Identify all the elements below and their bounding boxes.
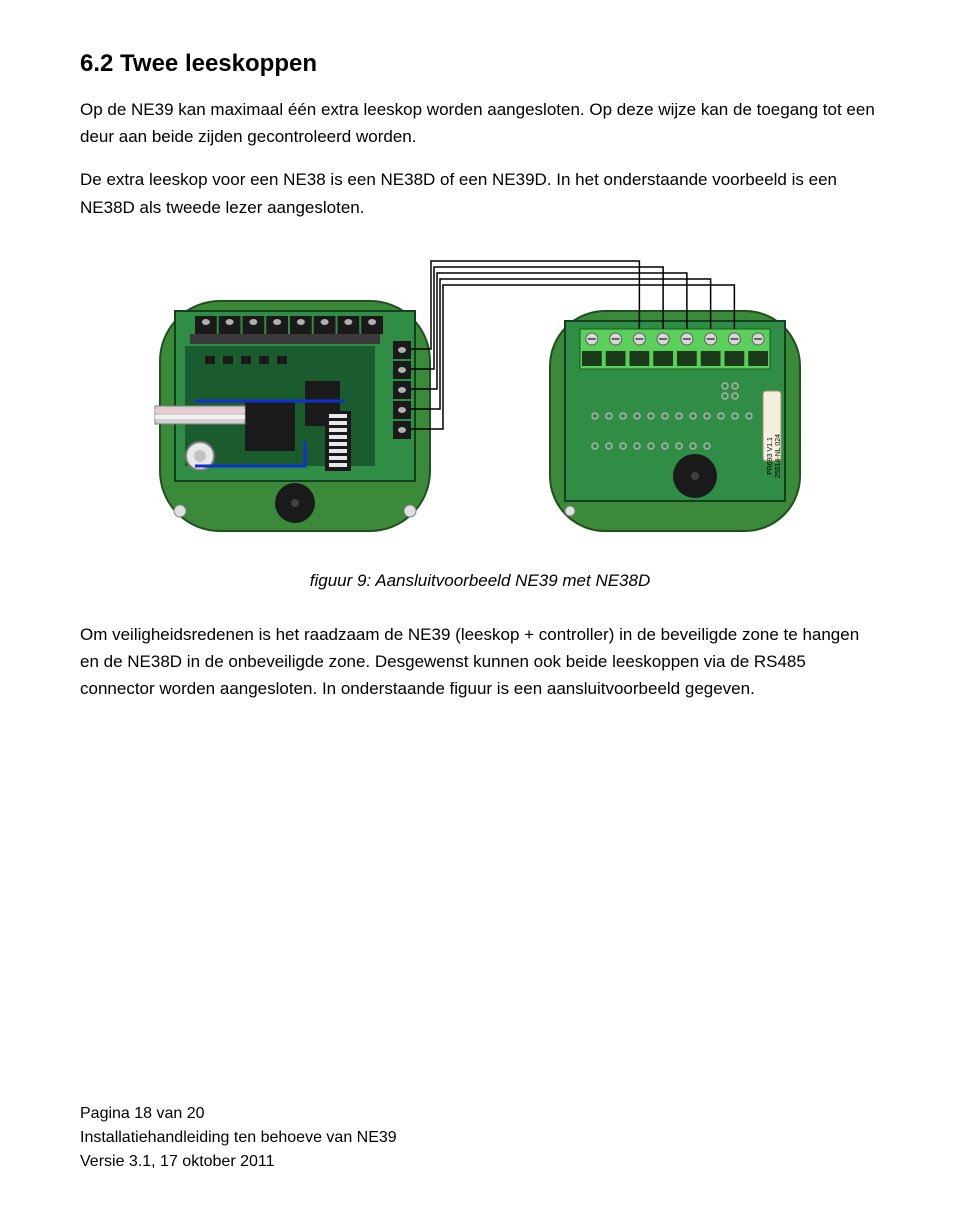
footer-pageno: Pagina 18 van 20 bbox=[80, 1102, 397, 1126]
page-footer: Pagina 18 van 20 Installatiehandleiding … bbox=[80, 1102, 397, 1174]
wiring-diagram: PR693 V1.125514-NL 024 bbox=[80, 251, 880, 551]
svg-text:PR693 V1.1: PR693 V1.1 bbox=[767, 437, 774, 475]
svg-text:25514-NL 024: 25514-NL 024 bbox=[775, 434, 782, 478]
footer-version: Versie 3.1, 17 oktober 2011 bbox=[80, 1150, 397, 1174]
page: 6.2 Twee leeskoppen Op de NE39 kan maxim… bbox=[0, 0, 960, 1214]
section-heading: 6.2 Twee leeskoppen bbox=[80, 50, 880, 78]
paragraph-2: De extra leeskop voor een NE38 is een NE… bbox=[80, 166, 880, 220]
paragraph-1: Op de NE39 kan maximaal één extra leesko… bbox=[80, 96, 880, 150]
footer-title: Installatiehandleiding ten behoeve van N… bbox=[80, 1126, 397, 1150]
paragraph-3: Om veiligheidsredenen is het raadzaam de… bbox=[80, 621, 880, 703]
figure-caption: figuur 9: Aansluitvoorbeeld NE39 met NE3… bbox=[80, 571, 880, 591]
